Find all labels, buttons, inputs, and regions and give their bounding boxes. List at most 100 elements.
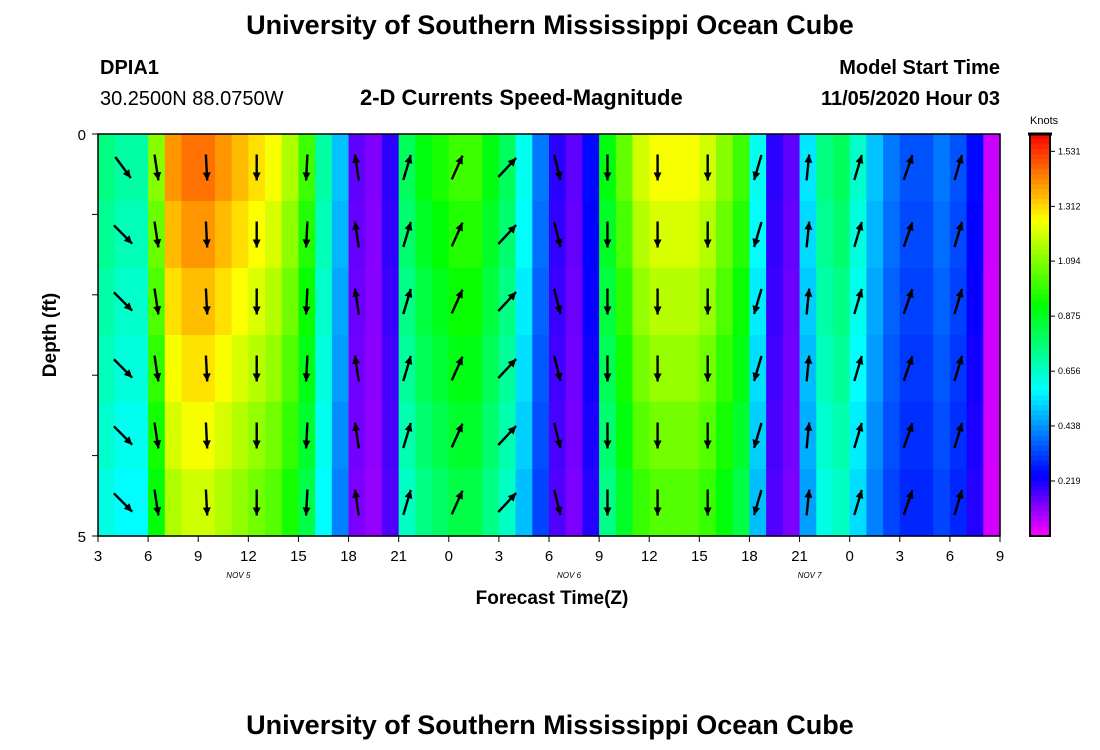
current-arrow-head (455, 155, 463, 165)
heatmap-cell (866, 335, 884, 403)
heatmap-cell (331, 402, 350, 470)
current-arrow-head (404, 490, 413, 499)
heatmap-cell (331, 268, 350, 336)
heatmap-cell (866, 268, 884, 336)
colorbar-band (1030, 279, 1050, 286)
current-arrow-head (804, 489, 813, 498)
current-arrow-head (507, 225, 517, 234)
x-tick-label: 6 (946, 548, 954, 565)
colorbar-band (1030, 184, 1050, 190)
heatmap-cell (315, 201, 333, 269)
current-arrow-head (653, 507, 662, 516)
heatmap-cell (816, 268, 834, 336)
colorbar-band (1030, 360, 1050, 366)
heatmap-cell (131, 469, 149, 537)
heatmap-cell (716, 469, 734, 537)
current-arrow-head (123, 235, 133, 244)
heatmap-cell (615, 201, 634, 269)
heatmap-cell (465, 201, 483, 269)
x-tick-label: 0 (845, 548, 853, 565)
colorbar-band (1030, 340, 1050, 346)
heatmap-cell (432, 469, 450, 537)
heatmap-cell (164, 402, 183, 470)
heatmap-cell (916, 335, 934, 403)
colorbar-band (1030, 425, 1050, 432)
current-arrow-head (703, 440, 712, 449)
colorbar-label: 0.438 (1058, 421, 1081, 431)
current-arrow-head (455, 289, 463, 299)
heatmap-cell (732, 335, 751, 403)
heatmap-cell (665, 268, 684, 336)
heatmap-cell (983, 335, 1001, 403)
heatmap-cell (214, 201, 233, 269)
colorbar-band (1030, 224, 1050, 231)
colorbar-band (1030, 309, 1050, 316)
heatmap-cell (315, 335, 333, 403)
current-arrow-head (202, 239, 211, 248)
heatmap-cell (532, 469, 550, 537)
page-title-bottom: University of Southern Mississippi Ocean… (246, 710, 854, 740)
heatmap-cell (214, 134, 233, 202)
heatmap-cell (732, 402, 751, 470)
heatmap-cell (615, 134, 634, 202)
colorbar-band (1030, 219, 1050, 226)
heatmap-cell (565, 469, 583, 537)
current-arrow-head (906, 490, 914, 500)
heatmap-cell (281, 201, 300, 269)
colorbar-band (1030, 440, 1050, 447)
heatmap-cell (866, 402, 884, 470)
current-arrow-head (202, 306, 211, 315)
current-arrow-head (906, 222, 914, 232)
current-arrow-head (153, 372, 162, 382)
heatmap-cell (766, 335, 784, 403)
heatmap-cell (716, 335, 734, 403)
current-arrow-head (554, 171, 563, 181)
heatmap-cell (782, 201, 801, 269)
y-tick-label: 5 (78, 529, 86, 546)
heatmap-cell (933, 335, 951, 403)
heatmap-cell (465, 335, 483, 403)
heatmap-cell (565, 402, 583, 470)
heatmap-cell (432, 335, 450, 403)
heatmap-cell (515, 268, 533, 336)
current-arrow-head (352, 221, 361, 231)
heatmap-cell (98, 134, 116, 202)
heatmap-cell (265, 134, 283, 202)
colorbar-band (1030, 189, 1050, 195)
colorbar-band (1030, 380, 1050, 386)
current-arrow-head (302, 373, 311, 382)
current-arrow-head (653, 239, 662, 248)
heatmap-cell (231, 201, 249, 269)
current-arrow-head (123, 369, 133, 378)
colorbar-band (1030, 530, 1050, 537)
heatmap-cell (415, 335, 433, 403)
heatmap-cell (365, 134, 383, 202)
current-arrow-head (404, 222, 413, 231)
heatmap-cell (682, 335, 700, 403)
colorbar-band (1030, 390, 1050, 396)
heatmap-cell (816, 402, 834, 470)
heatmap-cell (983, 134, 1001, 202)
colorbar-band (1030, 430, 1050, 437)
current-arrow-head (455, 423, 463, 433)
current-arrow-head (703, 172, 712, 181)
heatmap-cell (816, 134, 834, 202)
heatmap-cell (966, 469, 984, 537)
heatmap-cell (732, 134, 751, 202)
colorbar-band (1030, 324, 1050, 331)
current-arrow-head (855, 490, 864, 499)
heatmap-cell (281, 268, 300, 336)
heatmap-cell (966, 201, 984, 269)
heatmap-cell (582, 268, 600, 336)
x-axis-label: Forecast Time(Z) (476, 588, 629, 609)
x-tick-label: 3 (94, 548, 102, 565)
current-arrow-head (352, 288, 361, 298)
x-tick-label: 9 (194, 548, 202, 565)
colorbar-band (1030, 385, 1050, 391)
colorbar-label: 0.875 (1058, 311, 1081, 321)
colorbar-band (1030, 164, 1050, 170)
current-arrow-head (455, 222, 463, 232)
colorbar-band (1030, 450, 1050, 457)
heatmap-cell (415, 134, 433, 202)
colorbar-band (1030, 314, 1050, 321)
